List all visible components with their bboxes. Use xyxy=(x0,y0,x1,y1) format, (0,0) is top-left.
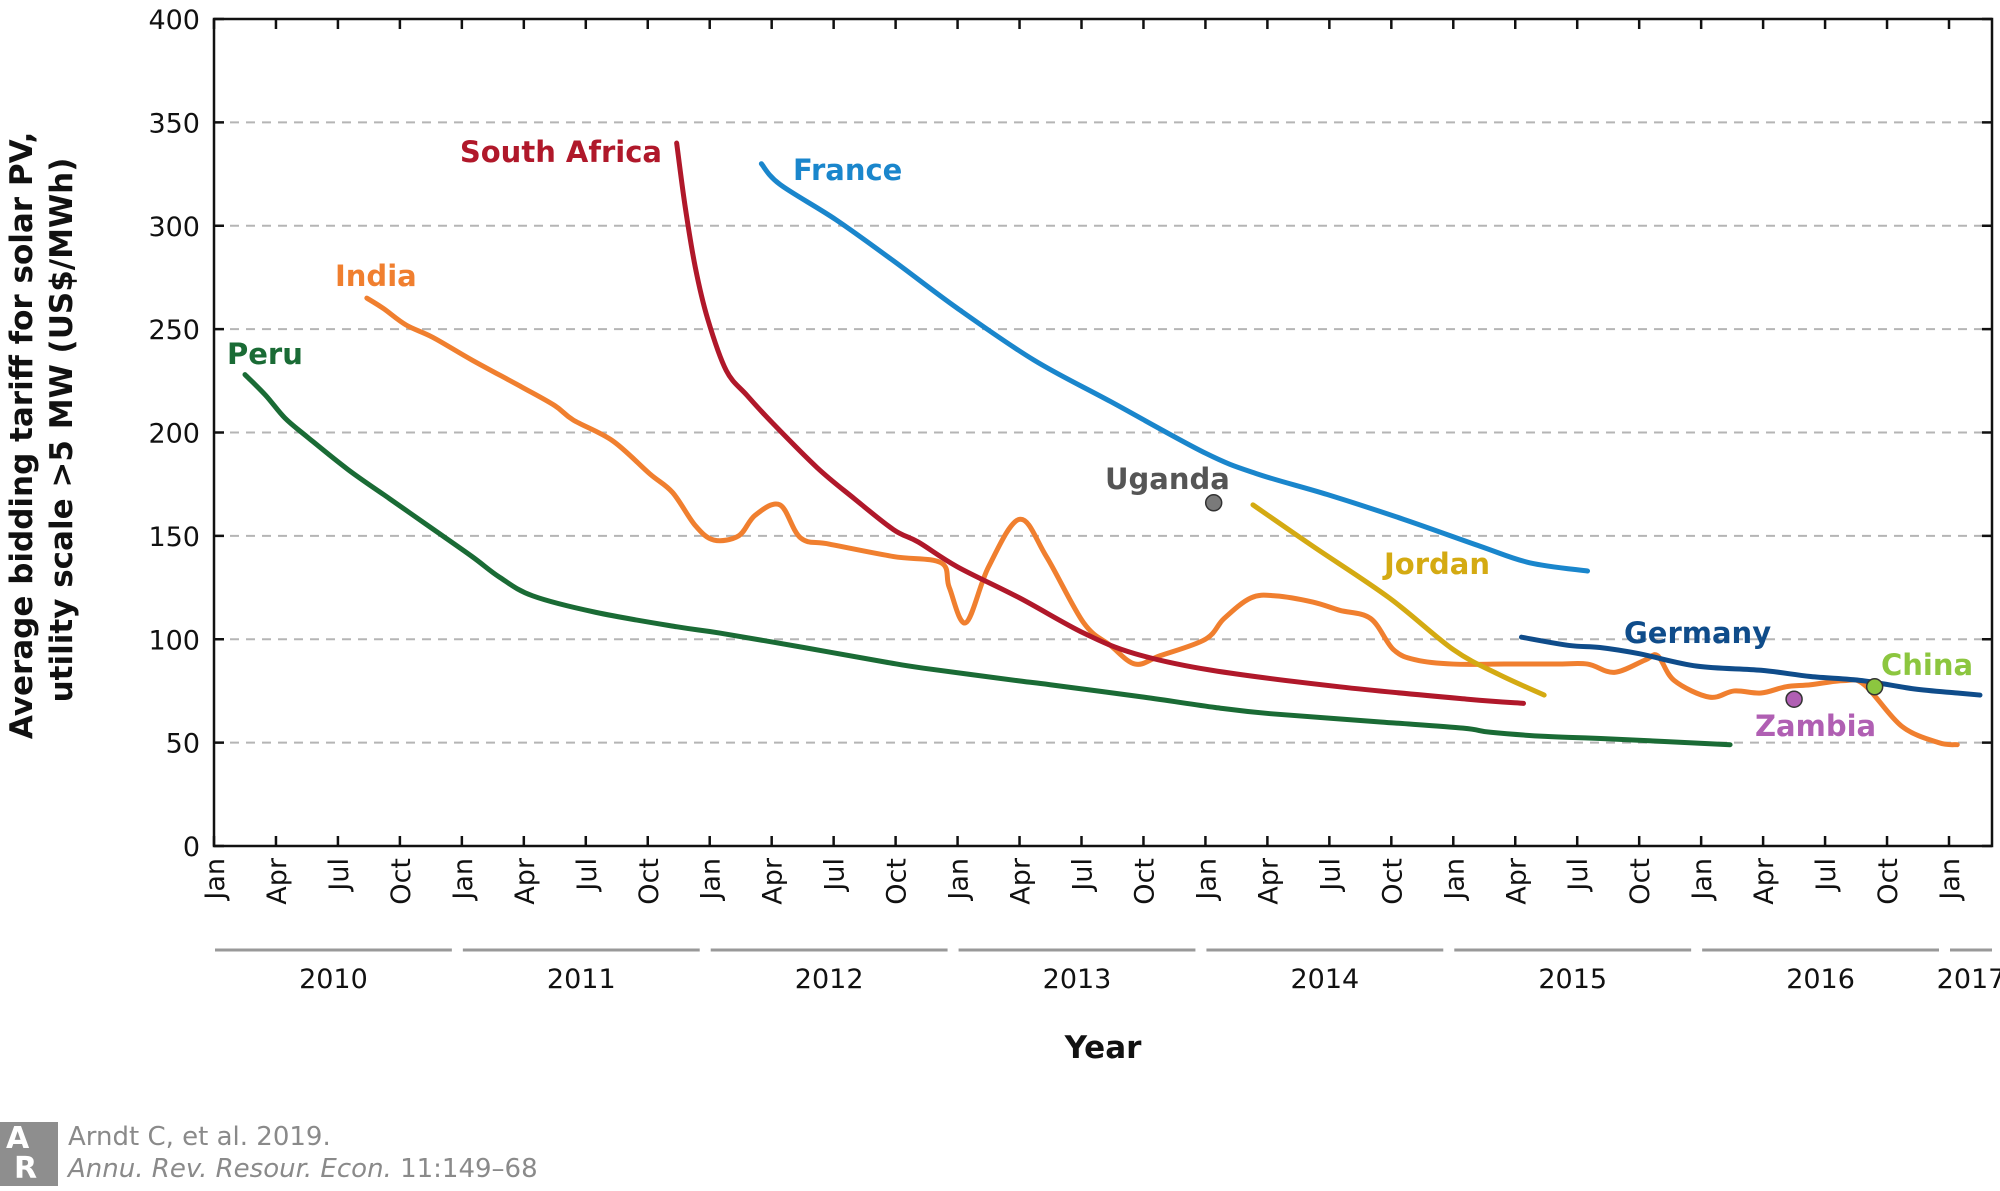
series-line-france xyxy=(758,161,1591,574)
series-label-france: France xyxy=(793,153,902,187)
x-tick-label: Apr xyxy=(262,857,293,905)
y-tick-label: 250 xyxy=(148,315,200,346)
y-axis-title: Average bidding tariff for solar PV, uti… xyxy=(4,121,80,739)
x-tick-label: Jul xyxy=(1315,858,1346,893)
year-label: 2011 xyxy=(547,964,616,995)
y-tick-label: 350 xyxy=(148,108,200,139)
year-label: 2012 xyxy=(795,964,864,995)
citation-line1: Arndt C, et al. 2019. xyxy=(68,1122,331,1152)
journal-pages: 11:149–68 xyxy=(391,1154,538,1184)
x-tick-label: Jul xyxy=(820,858,851,893)
x-tick-label: Apr xyxy=(1006,857,1037,905)
x-tick-label: Apr xyxy=(510,857,541,905)
x-tick-label: Oct xyxy=(386,858,417,905)
series-line-jordan xyxy=(1250,502,1547,698)
journal-name: Annu. Rev. Resour. Econ. xyxy=(68,1154,392,1184)
x-tick-label: Oct xyxy=(1625,858,1656,905)
series-label-jordan: Jordan xyxy=(1382,547,1490,581)
point-uganda xyxy=(1204,494,1223,512)
x-tick-label: Jan xyxy=(944,858,975,902)
point-zambia xyxy=(1785,690,1803,708)
axes: 0 50 100 150 200 250 300 350 400 Jan Apr Jul Oct Jan A… xyxy=(148,5,2000,995)
series-line-india xyxy=(364,295,1960,748)
series-line-south-africa xyxy=(674,140,1527,706)
point-label-china: China xyxy=(1881,648,1973,682)
x-tick-label: Jul xyxy=(324,858,355,893)
x-tick-label: Apr xyxy=(1501,857,1532,905)
plot-frame xyxy=(212,17,1994,848)
y-tick-label: 300 xyxy=(148,212,200,243)
x-tick-label: Jan xyxy=(200,858,231,902)
x-tick-label: Apr xyxy=(758,857,789,905)
x-tick-label: Oct xyxy=(1377,858,1408,905)
x-tick-label: Oct xyxy=(882,858,913,905)
x-tick-label: Jul xyxy=(1068,858,1099,893)
logo-letter-r: R xyxy=(14,1151,38,1186)
x-tick-label: Jan xyxy=(1439,858,1470,902)
y-axis-title-line2: utility scale >5 MW (US$/MWh) xyxy=(44,158,80,703)
year-label: 2014 xyxy=(1290,964,1359,995)
x-tick-label: Jul xyxy=(572,858,603,893)
y-tick-label: 50 xyxy=(166,729,200,760)
x-tick-label: Jul xyxy=(1811,858,1842,893)
year-label: 2010 xyxy=(299,964,368,995)
series-label-peru: Peru xyxy=(227,337,303,371)
x-tick-label: Jan xyxy=(1687,858,1718,902)
x-tick-label: Jan xyxy=(696,858,727,902)
year-label: 2015 xyxy=(1538,964,1607,995)
year-label: 2017 xyxy=(1937,964,2000,995)
y-tick-label: 400 xyxy=(148,5,200,36)
point-china xyxy=(1865,678,1884,696)
series-line-peru xyxy=(242,372,1733,748)
y-tick-label: 100 xyxy=(148,625,200,656)
y-tick-label: 200 xyxy=(148,419,200,450)
logo-letter-a: A xyxy=(6,1121,30,1156)
x-tick-label: Jan xyxy=(1935,858,1966,902)
series-line-germany xyxy=(1518,634,1983,698)
y-axis-title-line1: Average bidding tariff for solar PV, xyxy=(4,132,40,740)
x-axis-title: Year xyxy=(1064,1030,1143,1066)
year-label: 2016 xyxy=(1786,964,1855,995)
y-tick-label: 150 xyxy=(148,522,200,553)
y-tick-label: 0 xyxy=(183,832,200,863)
x-tick-label: Oct xyxy=(1129,858,1160,905)
x-tick-label: Jul xyxy=(1563,858,1594,893)
series-labels: Peru India South Africa France Jordan Germany… xyxy=(227,135,1973,743)
x-tick-label: Oct xyxy=(1873,858,1904,905)
x-tick-label: Apr xyxy=(1253,857,1284,905)
x-tick-label: Oct xyxy=(634,858,665,905)
point-label-uganda: Uganda xyxy=(1105,462,1230,496)
x-tick-label: Jan xyxy=(1191,858,1222,902)
year-label: 2013 xyxy=(1043,964,1112,995)
series-label-south-africa: South Africa xyxy=(460,135,662,169)
x-tick-label: Jan xyxy=(448,858,479,902)
point-markers xyxy=(1204,494,1884,708)
citation-line2: Annu. Rev. Resour. Econ. 11:149–68 xyxy=(68,1154,538,1184)
x-tick-label: Apr xyxy=(1749,857,1780,905)
series-label-india: India xyxy=(335,259,417,293)
series-lines xyxy=(242,140,1983,748)
point-label-zambia: Zambia xyxy=(1755,709,1876,743)
series-label-germany: Germany xyxy=(1624,616,1771,650)
